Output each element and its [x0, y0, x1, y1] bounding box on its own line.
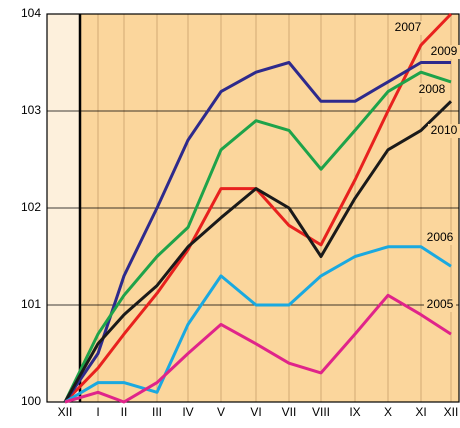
y-tick-label: 103 [21, 103, 41, 117]
series-line [63, 70, 452, 403]
x-tick-label: VI [250, 405, 261, 419]
x-tick-label: VII [282, 405, 297, 419]
series-line [63, 61, 451, 403]
series-label: 2009 [431, 44, 458, 58]
series-label: 2005 [427, 297, 454, 311]
series-line [64, 293, 452, 404]
x-tick-label: IV [182, 405, 193, 419]
label-bg [392, 21, 424, 35]
x-tick-label: XII [58, 405, 73, 419]
x-tick-label: X [384, 405, 392, 419]
plot-border [46, 13, 460, 403]
x-tick-label: IX [349, 405, 360, 419]
series-label: 2007 [395, 20, 422, 34]
x-tick-label: II [121, 405, 128, 419]
label-bg [428, 45, 460, 59]
series-label: 2008 [419, 82, 446, 96]
x-tick-label: XI [415, 405, 426, 419]
x-tick-label: VIII [312, 405, 330, 419]
y-tick-label: 101 [21, 297, 41, 311]
label-bg [428, 124, 460, 138]
label-bg [424, 298, 456, 312]
x-tick-label: I [96, 405, 99, 419]
series-label: 2010 [431, 123, 458, 137]
series-label: 2006 [427, 230, 454, 244]
label-bg [416, 83, 448, 97]
y-tick-label: 104 [21, 6, 41, 20]
y-tick-label: 100 [21, 394, 41, 408]
label-bg [424, 231, 456, 245]
x-tick-label: XII [444, 405, 459, 419]
series-line [64, 245, 452, 404]
series-line [63, 100, 453, 403]
x-tick-label: V [217, 405, 225, 419]
y-tick-label: 102 [21, 200, 41, 214]
x-tick-label: III [152, 405, 162, 419]
